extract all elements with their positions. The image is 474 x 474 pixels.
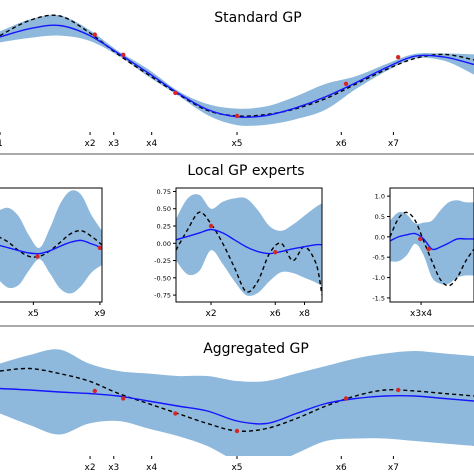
x-tick-label: x6	[270, 309, 281, 319]
x-tick-label: x6	[336, 463, 347, 473]
observation-point	[343, 81, 349, 86]
observation-point	[343, 396, 349, 401]
local-expert-chart-2: x2 x6 x8 0.75 0.50 0.25 0.00 -0.25 -0.50 -0.75	[154, 187, 323, 319]
axes-frame	[175, 187, 323, 303]
x-tick-label: x7	[388, 139, 399, 149]
y-tick-label: -0.25	[154, 257, 171, 265]
x-tick-label: x6	[336, 139, 347, 149]
x-tick-label: x2	[206, 309, 217, 319]
x-tick-label: x4	[146, 139, 157, 149]
observation-point	[173, 411, 178, 416]
predictive-mean-line	[0, 239, 102, 255]
y-tick-label: -0.50	[154, 274, 171, 282]
standard-gp-chart: 1 x2 x3 x4 x5 x6 x7	[0, 14, 474, 149]
true-function-line	[390, 211, 474, 287]
observation-point	[234, 428, 240, 434]
standard-gp-title: Standard GP	[214, 10, 301, 26]
predictive-mean-line	[176, 228, 322, 255]
plot-area	[390, 200, 474, 287]
x-tick-label: x5	[231, 463, 242, 473]
local-gp-title: Local GP experts	[187, 163, 304, 179]
observation-point	[395, 387, 401, 393]
axes-frame	[0, 187, 103, 303]
y-tick-label: 0.5	[375, 213, 385, 221]
observation-point	[273, 250, 278, 255]
observation-point	[97, 245, 102, 251]
y-tick-label: -0.75	[154, 292, 171, 300]
y-tick-label: 0.00	[157, 240, 171, 248]
x-tick-label: x5	[231, 139, 242, 149]
y-tick-label: -1.0	[372, 274, 385, 282]
observation-point	[121, 396, 126, 401]
observation-point	[92, 32, 98, 37]
observation-point	[234, 113, 240, 119]
local-expert-chart-1: x5 x9	[0, 187, 106, 319]
axes-frame	[389, 187, 474, 303]
x-tick-label: x3x4	[410, 309, 432, 319]
plot-area	[0, 190, 102, 294]
x-tick-label: x8	[299, 309, 310, 319]
observation-point	[395, 54, 401, 60]
x-tick-label: x3	[108, 139, 119, 149]
observation-point	[418, 236, 423, 242]
confidence-band	[0, 190, 102, 294]
predictive-mean-line	[390, 232, 474, 251]
y-tick-label: -0.5	[372, 254, 385, 262]
x-tick-label: x7	[388, 463, 399, 473]
true-function-line	[0, 14, 474, 117]
predictive-mean-line	[0, 387, 474, 425]
plot-area	[0, 14, 474, 126]
confidence-band	[390, 200, 474, 285]
x-tick-label: x3	[108, 463, 119, 473]
plot-area	[0, 349, 474, 456]
y-tick-label: 0.50	[157, 205, 171, 213]
y-tick-label: 0.75	[157, 188, 171, 196]
y-tick-label: 0.0	[375, 233, 385, 241]
predictive-mean-line	[0, 24, 474, 118]
observation-point	[121, 52, 126, 58]
observation-point	[426, 246, 431, 252]
x-tick-label: x2	[85, 139, 96, 149]
aggregated-gp-chart: x2 x3 x4 x5 x6 x7	[0, 349, 474, 473]
aggregated-gp-title: Aggregated GP	[203, 341, 309, 357]
x-tick-label: x5	[28, 309, 39, 319]
y-tick-label: 1.0	[375, 193, 385, 201]
confidence-band	[0, 14, 474, 126]
observation-point	[208, 223, 214, 229]
x-tick-label: 1	[0, 139, 3, 149]
confidence-band	[0, 349, 474, 456]
y-tick-label: -1.5	[372, 294, 385, 302]
x-tick-label: x2	[85, 463, 96, 473]
x-tick-label: x9	[94, 309, 105, 319]
y-tick-label: 0.25	[157, 223, 171, 231]
plot-area	[176, 194, 322, 296]
observation-point	[35, 254, 40, 259]
confidence-band	[176, 194, 322, 296]
local-expert-chart-3: x3x4 1.0 0.5 0.0 -0.5 -1.0 -1.5	[372, 187, 474, 319]
observation-point	[92, 388, 98, 394]
observation-point	[173, 90, 178, 96]
x-tick-label: x4	[146, 463, 157, 473]
